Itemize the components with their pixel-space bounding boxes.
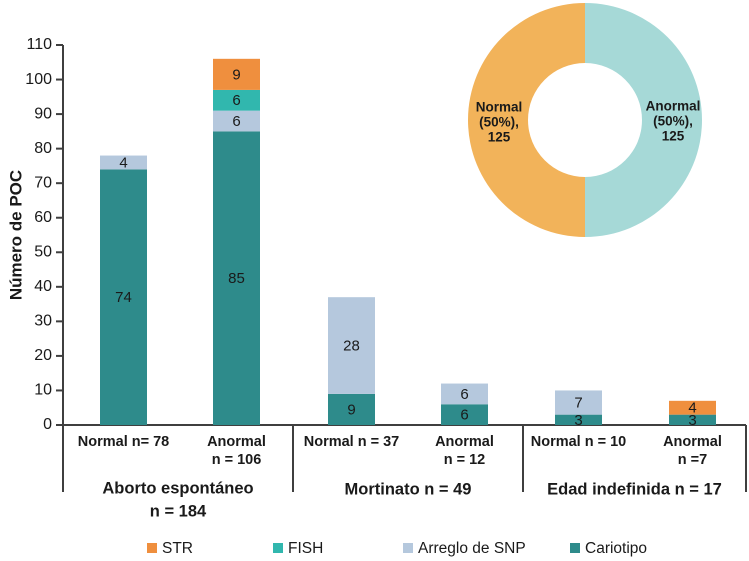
bar-segment-value: 4	[119, 154, 127, 171]
donut-slice-anormal	[585, 3, 702, 237]
bar-segment-value: 9	[232, 66, 240, 83]
bar-segment-value: 74	[115, 289, 132, 306]
category-label: Normal n = 37	[304, 434, 400, 450]
y-tick-label: 30	[34, 313, 52, 330]
bar-segment-value: 85	[228, 270, 245, 287]
legend-swatch-fish	[273, 543, 283, 553]
bar-segment-cariotipo	[100, 169, 147, 425]
y-tick-label: 70	[34, 174, 52, 191]
legend-label: STR	[162, 540, 193, 557]
group-label: Aborto espontáneo	[102, 479, 253, 497]
bar-segment-cariotipo	[328, 393, 375, 425]
category-label: Anormal	[663, 434, 722, 450]
legend-label: Cariotipo	[585, 540, 647, 557]
y-tick-label: 80	[34, 140, 52, 157]
category-label: n =7	[678, 452, 707, 468]
bar-segment-value: 3	[688, 412, 696, 429]
category-label: Anormal	[435, 434, 494, 450]
legend-swatch-arreglo-de-snp	[403, 543, 413, 553]
bar-segment-value: 4	[688, 400, 696, 417]
donut-label: (50%),	[653, 114, 693, 129]
y-tick-label: 40	[34, 278, 52, 295]
bar-segment-arreglo-de-snp	[213, 110, 260, 132]
y-tick-label: 90	[34, 105, 52, 122]
donut-label: Normal	[476, 100, 523, 115]
bar-segment-value: 3	[574, 412, 582, 429]
bar-segment-value: 6	[460, 386, 468, 403]
y-tick-label: 100	[25, 71, 52, 88]
bar-segment-value: 6	[232, 113, 240, 130]
bar-segment-cariotipo	[441, 404, 488, 425]
bar-segment-fish	[213, 89, 260, 111]
legend-swatch-cariotipo	[570, 543, 580, 553]
group-label: n = 184	[150, 502, 207, 520]
category-label: n = 106	[212, 452, 262, 468]
y-tick-label: 50	[34, 243, 52, 260]
donut-label: 125	[662, 129, 685, 144]
bar-segment-cariotipo	[555, 414, 602, 425]
group-label: Edad indefinida n = 17	[547, 480, 722, 498]
bar-segment-arreglo-de-snp	[555, 390, 602, 415]
bar-segment-cariotipo	[669, 414, 716, 425]
y-tick-label: 110	[26, 36, 52, 53]
bar-segment-value: 9	[347, 401, 355, 418]
y-axis-title: Número de POC	[6, 170, 25, 300]
donut-slice-normal	[468, 3, 585, 237]
y-tick-label: 20	[34, 347, 52, 364]
category-label: Normal n= 78	[78, 434, 169, 450]
bar-segment-arreglo-de-snp	[100, 155, 147, 170]
bar-segment-value: 7	[574, 395, 582, 412]
legend-label: Arreglo de SNP	[418, 540, 526, 557]
bar-segment-str	[213, 58, 260, 90]
bar-segment-arreglo-de-snp	[328, 297, 375, 394]
category-label: Anormal	[207, 434, 266, 450]
y-tick-label: 60	[34, 209, 52, 226]
legend-label: FISH	[288, 540, 323, 557]
donut-label: Anormal	[646, 99, 701, 114]
bar-segment-value: 6	[460, 407, 468, 424]
donut-label: (50%),	[479, 115, 519, 130]
group-label: Mortinato n = 49	[345, 480, 472, 498]
y-tick-label: 10	[34, 382, 52, 399]
category-label: n = 12	[444, 452, 486, 468]
bar-segment-value: 28	[343, 338, 360, 355]
bar-segment-value: 6	[232, 92, 240, 109]
legend-swatch-str	[147, 543, 157, 553]
bar-segment-cariotipo	[213, 131, 260, 425]
bar-segment-arreglo-de-snp	[441, 383, 488, 405]
y-tick-label: 0	[43, 416, 52, 433]
donut-label: 125	[488, 130, 511, 145]
bar-segment-str	[669, 400, 716, 415]
category-label: Normal n = 10	[531, 434, 627, 450]
